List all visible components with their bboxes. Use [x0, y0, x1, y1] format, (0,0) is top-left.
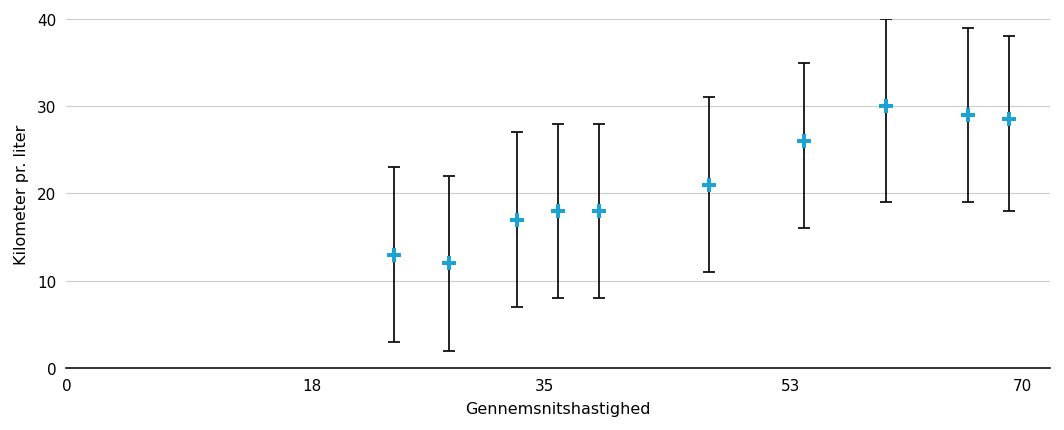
Point — [878, 104, 895, 111]
Point — [591, 208, 608, 215]
Point — [550, 208, 567, 215]
Point — [386, 252, 403, 258]
Y-axis label: Kilometer pr. liter: Kilometer pr. liter — [14, 124, 29, 264]
Point — [960, 112, 977, 119]
Point — [1000, 117, 1017, 123]
Point — [440, 260, 458, 267]
Point — [700, 182, 717, 189]
X-axis label: Gennemsnitshastighed: Gennemsnitshastighed — [465, 401, 651, 416]
Point — [509, 217, 526, 224]
Point — [796, 138, 813, 145]
